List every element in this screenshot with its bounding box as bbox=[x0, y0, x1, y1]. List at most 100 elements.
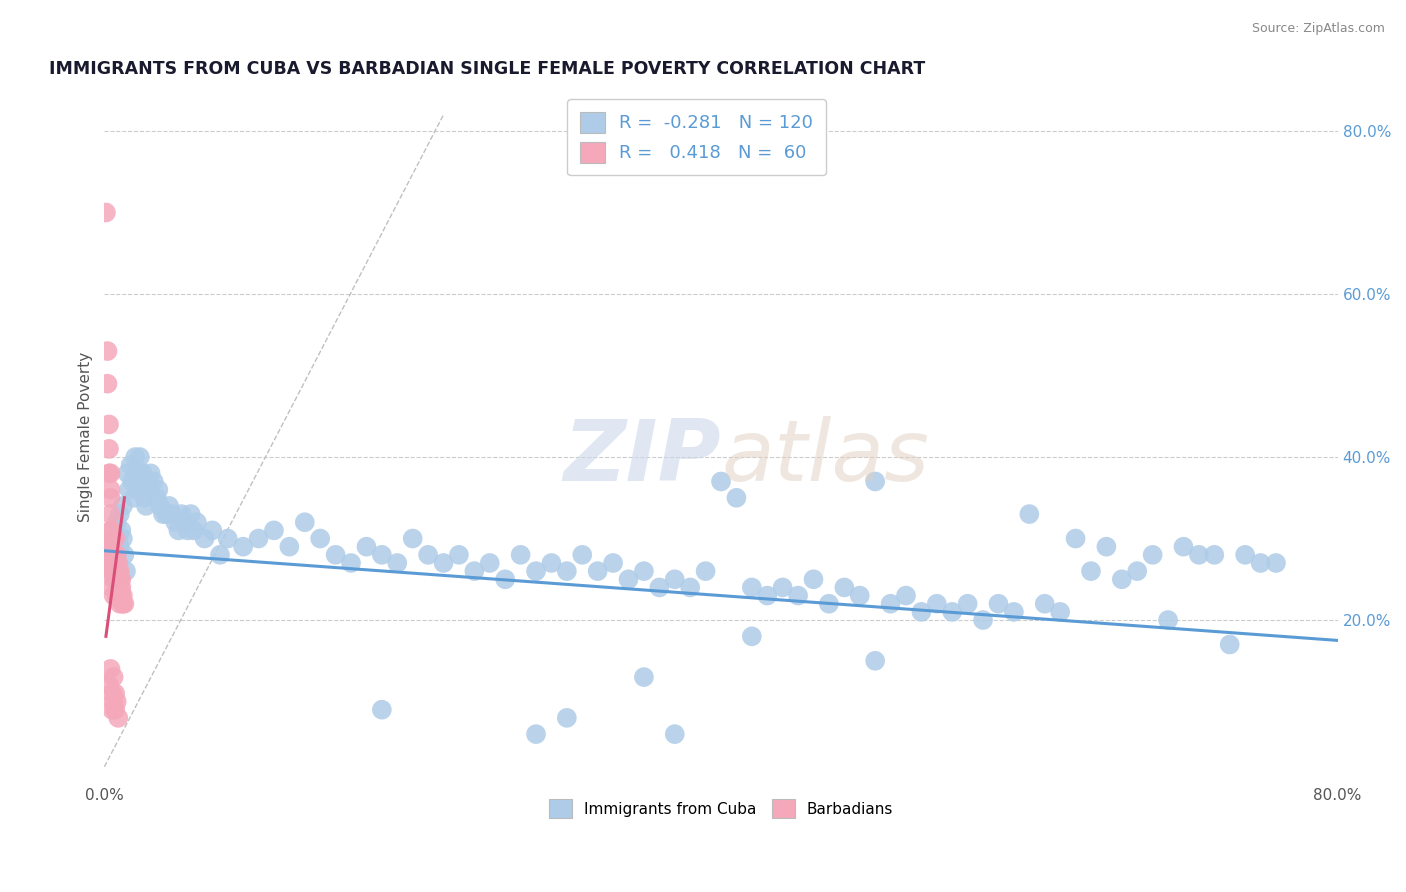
Point bbox=[571, 548, 593, 562]
Point bbox=[98, 467, 121, 481]
Point bbox=[157, 499, 180, 513]
Point bbox=[695, 564, 717, 578]
Point bbox=[176, 524, 198, 538]
Point bbox=[710, 475, 733, 489]
Point bbox=[555, 711, 578, 725]
Point bbox=[135, 499, 157, 513]
Point bbox=[103, 548, 125, 562]
Point bbox=[107, 564, 129, 578]
Point bbox=[105, 515, 128, 529]
Point bbox=[633, 564, 655, 578]
Point bbox=[110, 589, 132, 603]
Point bbox=[94, 205, 117, 219]
Point bbox=[956, 597, 979, 611]
Point bbox=[340, 556, 363, 570]
Point bbox=[208, 548, 231, 562]
Point bbox=[107, 711, 129, 725]
Point bbox=[1219, 638, 1241, 652]
Point bbox=[100, 556, 122, 570]
Point bbox=[111, 589, 134, 603]
Point bbox=[108, 540, 131, 554]
Point bbox=[787, 589, 810, 603]
Point bbox=[108, 564, 131, 578]
Point bbox=[180, 507, 202, 521]
Point bbox=[1157, 613, 1180, 627]
Point bbox=[152, 507, 174, 521]
Point bbox=[278, 540, 301, 554]
Text: ZIP: ZIP bbox=[564, 416, 721, 499]
Point bbox=[155, 507, 177, 521]
Point bbox=[101, 686, 124, 700]
Point bbox=[941, 605, 963, 619]
Point bbox=[107, 589, 129, 603]
Point bbox=[107, 532, 129, 546]
Point bbox=[1049, 605, 1071, 619]
Point bbox=[105, 564, 128, 578]
Point bbox=[103, 589, 125, 603]
Point bbox=[101, 581, 124, 595]
Point bbox=[509, 548, 531, 562]
Point bbox=[167, 524, 190, 538]
Point bbox=[108, 581, 131, 595]
Point bbox=[1002, 605, 1025, 619]
Point bbox=[101, 524, 124, 538]
Point bbox=[148, 483, 170, 497]
Point bbox=[149, 499, 172, 513]
Point bbox=[173, 515, 195, 529]
Point bbox=[602, 556, 624, 570]
Point bbox=[104, 564, 127, 578]
Point bbox=[110, 572, 132, 586]
Point bbox=[100, 507, 122, 521]
Point bbox=[863, 654, 886, 668]
Point bbox=[136, 475, 159, 489]
Point bbox=[139, 467, 162, 481]
Point bbox=[104, 548, 127, 562]
Point bbox=[103, 532, 125, 546]
Text: Source: ZipAtlas.com: Source: ZipAtlas.com bbox=[1251, 22, 1385, 36]
Point bbox=[108, 507, 131, 521]
Point bbox=[103, 572, 125, 586]
Point bbox=[972, 613, 994, 627]
Point bbox=[101, 540, 124, 554]
Point bbox=[1018, 507, 1040, 521]
Point bbox=[1111, 572, 1133, 586]
Legend: Immigrants from Cuba, Barbadians: Immigrants from Cuba, Barbadians bbox=[543, 793, 900, 824]
Point bbox=[478, 556, 501, 570]
Point bbox=[183, 524, 205, 538]
Point bbox=[555, 564, 578, 578]
Point bbox=[122, 491, 145, 505]
Point bbox=[111, 499, 134, 513]
Point bbox=[664, 572, 686, 586]
Point bbox=[1204, 548, 1226, 562]
Y-axis label: Single Female Poverty: Single Female Poverty bbox=[79, 351, 93, 522]
Point bbox=[121, 475, 143, 489]
Point bbox=[98, 678, 121, 692]
Point bbox=[325, 548, 347, 562]
Point bbox=[110, 581, 132, 595]
Point bbox=[103, 548, 125, 562]
Point bbox=[1234, 548, 1257, 562]
Point bbox=[104, 572, 127, 586]
Point bbox=[101, 564, 124, 578]
Point bbox=[98, 442, 121, 456]
Point bbox=[112, 597, 135, 611]
Point bbox=[104, 686, 127, 700]
Point bbox=[447, 548, 470, 562]
Point bbox=[100, 540, 122, 554]
Point bbox=[103, 694, 125, 708]
Point bbox=[117, 467, 139, 481]
Point bbox=[103, 670, 125, 684]
Point bbox=[1095, 540, 1118, 554]
Point bbox=[1142, 548, 1164, 562]
Point bbox=[186, 515, 208, 529]
Point bbox=[772, 581, 794, 595]
Point bbox=[1250, 556, 1272, 570]
Point bbox=[107, 564, 129, 578]
Point bbox=[108, 572, 131, 586]
Point bbox=[142, 475, 165, 489]
Point bbox=[416, 548, 439, 562]
Point bbox=[124, 450, 146, 464]
Point bbox=[103, 556, 125, 570]
Point bbox=[101, 548, 124, 562]
Point bbox=[648, 581, 671, 595]
